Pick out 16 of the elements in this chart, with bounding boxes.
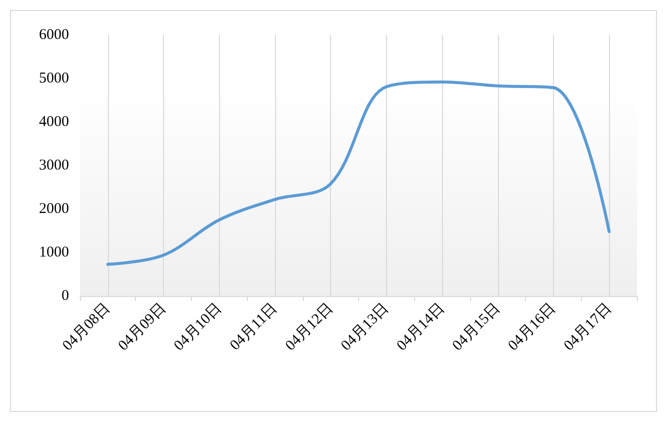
x-tick-label: 04月16日	[505, 300, 560, 354]
x-tick-label: 04月14日	[394, 300, 448, 354]
y-tick-label: 4000	[39, 114, 69, 130]
x-tick-label: 04月12日	[282, 300, 336, 354]
x-tick-label: 04月11日	[227, 300, 281, 354]
x-tick-label: 04月10日	[171, 300, 225, 354]
y-tick-label: 5000	[39, 70, 69, 86]
x-tick-label: 04月09日	[115, 300, 170, 354]
y-tick-label: 6000	[39, 27, 69, 43]
y-tick-label: 1000	[39, 244, 69, 260]
y-tick-label: 2000	[39, 201, 69, 217]
x-tick-label: 04月15日	[450, 300, 504, 354]
x-tick-label: 04月13日	[338, 300, 392, 354]
line-series	[106, 80, 611, 266]
x-tick-label: 04月17日	[561, 300, 615, 354]
y-tick-label: 3000	[39, 158, 69, 174]
